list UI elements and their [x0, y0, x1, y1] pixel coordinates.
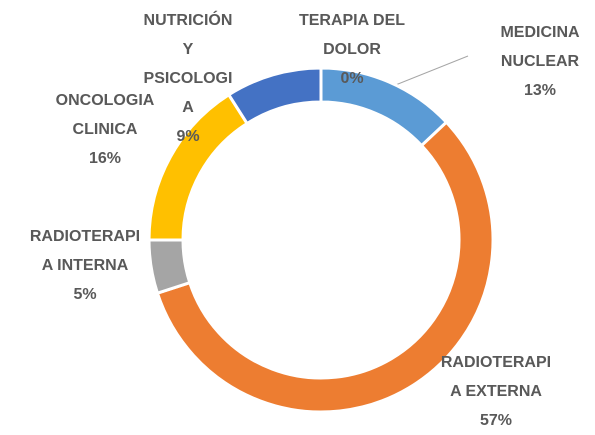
category-label: NUTRICIÓN Y PSICOLOGIA: [143, 12, 233, 116]
category-label: TERAPIA DEL DOLOR: [298, 12, 406, 58]
value-label: 13%: [523, 82, 557, 99]
value-label: 16%: [88, 150, 122, 167]
value-label: 5%: [73, 286, 97, 303]
data-label: MEDICINA NUCLEAR 13%: [490, 18, 590, 105]
category-label: MEDICINA NUCLEAR: [500, 24, 580, 70]
value-label: 0%: [340, 70, 364, 87]
data-label: TERAPIA DEL DOLOR 0%: [292, 6, 412, 93]
data-label: NUTRICIÓN Y PSICOLOGIA 9%: [138, 6, 238, 151]
donut-slice: [226, 66, 323, 126]
donut-slice: [147, 238, 192, 296]
category-label: RADIOTERAPIA EXTERNA: [440, 354, 552, 400]
donut-slice: [155, 120, 495, 414]
category-label: ONCOLOGIA CLINICA: [55, 92, 155, 138]
value-label: 57%: [479, 412, 513, 429]
data-label: ONCOLOGIA CLINICA 16%: [55, 86, 155, 173]
category-label: RADIOTERAPIA INTERNA: [29, 228, 141, 274]
data-label: RADIOTERAPIA INTERNA 5%: [29, 222, 141, 309]
value-label: 9%: [176, 128, 200, 145]
data-label: RADIOTERAPIA EXTERNA 57%: [440, 348, 552, 435]
